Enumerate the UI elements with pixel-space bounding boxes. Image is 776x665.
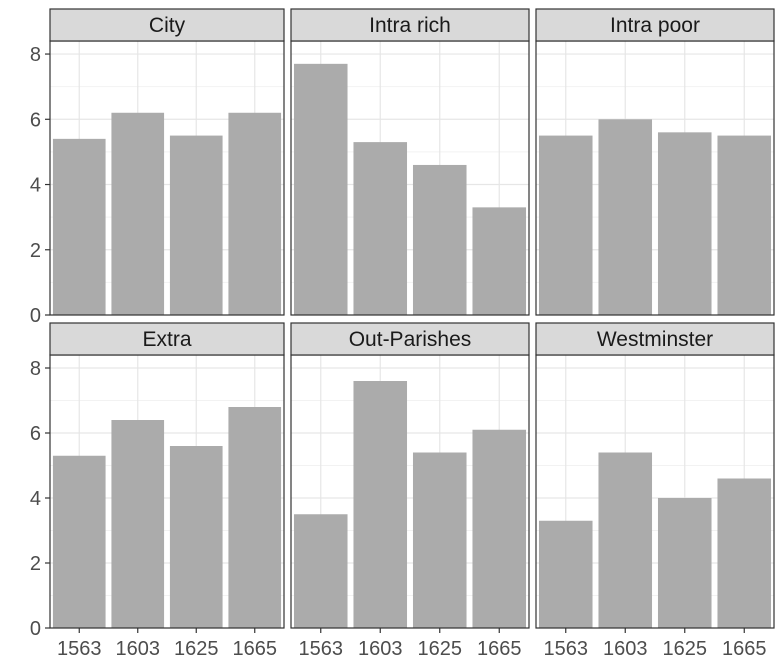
y-tick-label: 2 [30,240,41,262]
bar-intra-rich-1603 [353,142,408,315]
bar-city-1563 [52,138,106,315]
y-tick-label: 4 [30,175,41,197]
bar-intra-rich-1563 [293,63,348,316]
facet-strip [49,8,285,42]
y-tick-label: 8 [30,44,41,66]
x-tick-label: 1563 [544,638,589,660]
x-tick-label: 1603 [603,638,648,660]
y-tick-label: 4 [30,488,41,510]
x-tick-label: 1665 [233,638,278,660]
facet-strip-label: City [149,14,186,37]
x-tick-label: 1603 [358,638,403,660]
x-tick-label: 1563 [57,638,102,660]
bar-intra-poor-1665 [717,135,772,315]
bar-out-parishes-1563 [293,514,348,628]
facet-strip [290,8,530,42]
bar-out-parishes-1665 [472,429,527,628]
facet-strip [535,322,775,356]
facet-strip-label: Intra poor [610,14,700,37]
facet-strip-label: Out-Parishes [349,328,472,351]
bar-city-1665 [228,112,282,315]
y-tick-label: 0 [30,618,41,640]
facet-strip [290,322,530,356]
bar-intra-poor-1603 [598,119,653,316]
bar-extra-1625 [169,446,223,628]
bar-out-parishes-1603 [353,381,408,628]
x-tick-label: 1625 [174,638,219,660]
bar-city-1625 [169,135,223,315]
x-tick-label: 1603 [116,638,161,660]
x-tick-label: 1625 [418,638,463,660]
y-tick-label: 0 [30,305,41,327]
bar-city-1603 [111,112,165,315]
y-tick-label: 2 [30,553,41,575]
facet-strip [49,322,285,356]
bar-extra-1563 [52,455,106,628]
bar-westminster-1603 [598,452,653,628]
facet-strip-label: Extra [142,328,191,351]
y-tick-label: 6 [30,423,41,445]
bar-westminster-1625 [657,498,712,628]
bar-out-parishes-1625 [412,452,467,628]
x-tick-label: 1665 [722,638,767,660]
x-tick-label: 1563 [299,638,344,660]
bar-intra-rich-1665 [472,207,527,315]
facet-strip-label: Intra rich [369,14,451,37]
bar-westminster-1665 [717,478,772,628]
bar-intra-poor-1625 [657,132,712,315]
x-tick-label: 1625 [663,638,708,660]
y-tick-label: 8 [30,358,41,380]
x-tick-label: 1665 [477,638,522,660]
facet-strip [535,8,775,42]
y-tick-label: 6 [30,109,41,131]
facet-strip-label: Westminster [597,328,713,351]
bar-intra-poor-1563 [538,135,593,315]
bar-extra-1603 [111,420,165,628]
bar-extra-1665 [228,407,282,628]
bar-westminster-1563 [538,520,593,628]
bar-intra-rich-1625 [412,164,467,315]
